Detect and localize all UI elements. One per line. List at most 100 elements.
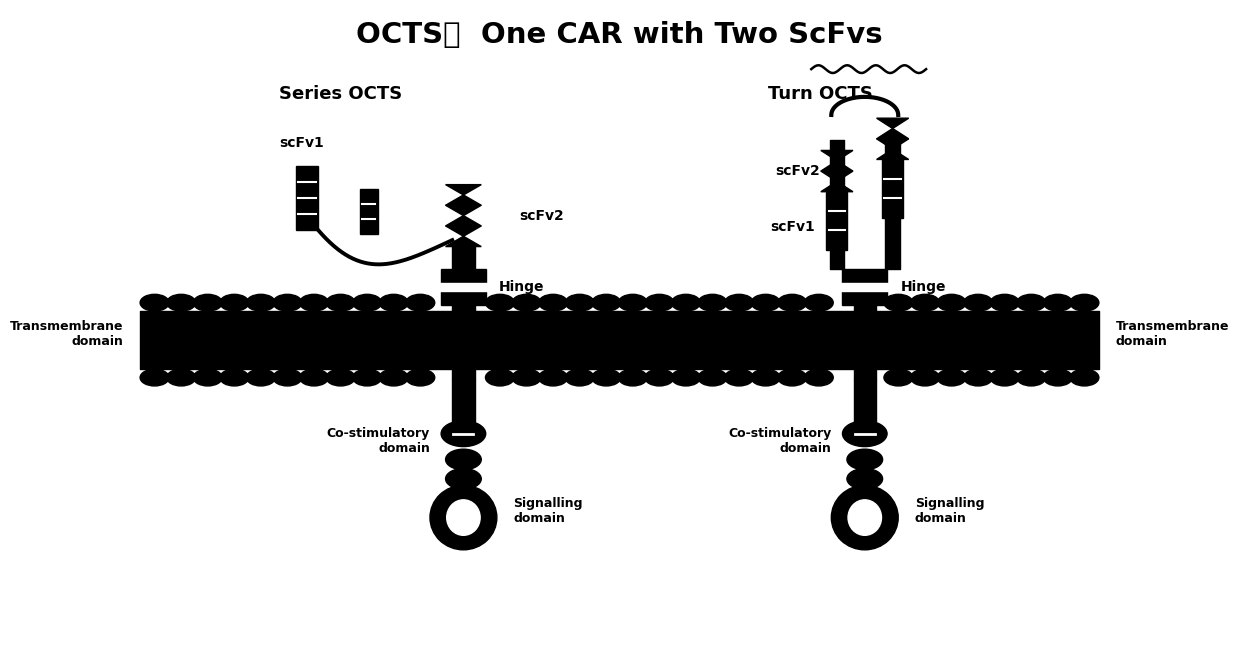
Circle shape <box>167 369 196 386</box>
Circle shape <box>672 294 700 311</box>
Circle shape <box>592 294 621 311</box>
FancyBboxPatch shape <box>882 159 903 218</box>
Circle shape <box>698 369 727 386</box>
Ellipse shape <box>447 500 481 535</box>
Text: Hinge: Hinge <box>499 280 545 294</box>
Polygon shape <box>446 195 481 205</box>
Text: Signalling
domain: Signalling domain <box>514 497 584 525</box>
Circle shape <box>644 369 674 386</box>
Circle shape <box>247 294 275 311</box>
Circle shape <box>486 369 514 386</box>
Circle shape <box>247 369 275 386</box>
Polygon shape <box>876 139 908 149</box>
Text: Transmembrane
domain: Transmembrane domain <box>1115 319 1229 348</box>
Circle shape <box>990 294 1020 311</box>
Text: scFv1: scFv1 <box>279 136 325 150</box>
Circle shape <box>937 369 966 386</box>
Circle shape <box>539 369 567 386</box>
Circle shape <box>911 369 939 386</box>
Circle shape <box>751 369 781 386</box>
Ellipse shape <box>847 500 881 535</box>
Circle shape <box>618 294 647 311</box>
Polygon shape <box>821 150 852 161</box>
Circle shape <box>1017 294 1046 311</box>
Circle shape <box>326 369 356 386</box>
Polygon shape <box>821 171 852 181</box>
Circle shape <box>937 294 966 311</box>
Circle shape <box>843 421 887 446</box>
Circle shape <box>379 294 408 311</box>
FancyBboxPatch shape <box>296 166 318 231</box>
Circle shape <box>326 294 356 311</box>
Circle shape <box>405 294 435 311</box>
Ellipse shape <box>831 485 898 550</box>
Circle shape <box>883 294 913 311</box>
Circle shape <box>273 294 302 311</box>
Circle shape <box>193 369 222 386</box>
Circle shape <box>167 294 196 311</box>
Circle shape <box>512 294 541 311</box>
Polygon shape <box>876 149 908 159</box>
Circle shape <box>804 369 834 386</box>
Circle shape <box>964 369 992 386</box>
Circle shape <box>618 369 647 386</box>
Text: Transmembrane
domain: Transmembrane domain <box>10 319 124 348</box>
Circle shape <box>1070 369 1099 386</box>
Circle shape <box>300 294 328 311</box>
Circle shape <box>140 294 169 311</box>
Circle shape <box>486 294 514 311</box>
Circle shape <box>446 449 481 470</box>
Circle shape <box>565 369 595 386</box>
Text: scFv2: scFv2 <box>519 209 564 223</box>
Text: Signalling
domain: Signalling domain <box>914 497 985 525</box>
Circle shape <box>751 294 781 311</box>
Circle shape <box>539 294 567 311</box>
Text: Co-stimulatory
domain: Co-stimulatory domain <box>729 427 831 456</box>
Circle shape <box>219 369 249 386</box>
Text: Series OCTS: Series OCTS <box>279 86 403 103</box>
Circle shape <box>219 294 249 311</box>
Circle shape <box>644 294 674 311</box>
Circle shape <box>1043 294 1072 311</box>
Polygon shape <box>446 205 481 216</box>
FancyBboxPatch shape <box>826 192 847 249</box>
FancyBboxPatch shape <box>843 269 887 305</box>
Circle shape <box>883 369 913 386</box>
Circle shape <box>441 421 486 446</box>
Circle shape <box>300 369 328 386</box>
Circle shape <box>964 294 992 311</box>
Circle shape <box>804 294 834 311</box>
Circle shape <box>592 369 621 386</box>
Polygon shape <box>876 118 908 128</box>
Circle shape <box>405 369 435 386</box>
Polygon shape <box>876 128 908 139</box>
Text: Turn OCTS: Turn OCTS <box>768 86 872 103</box>
Circle shape <box>512 369 541 386</box>
Circle shape <box>140 369 169 386</box>
Polygon shape <box>821 161 852 171</box>
Polygon shape <box>446 216 481 226</box>
Circle shape <box>379 369 408 386</box>
Circle shape <box>990 369 1020 386</box>
Circle shape <box>725 369 753 386</box>
Circle shape <box>1043 369 1072 386</box>
Polygon shape <box>446 226 481 237</box>
Text: scFv1: scFv1 <box>769 220 814 233</box>
Circle shape <box>1017 369 1046 386</box>
Circle shape <box>847 469 882 489</box>
Text: Hinge: Hinge <box>901 280 945 294</box>
Circle shape <box>672 369 700 386</box>
Circle shape <box>698 294 727 311</box>
Text: scFv2: scFv2 <box>776 164 820 178</box>
Text: OCTS：  One CAR with Two ScFvs: OCTS： One CAR with Two ScFvs <box>356 21 883 49</box>
Circle shape <box>778 369 807 386</box>
Circle shape <box>847 449 882 470</box>
Circle shape <box>353 369 382 386</box>
Ellipse shape <box>430 485 497 550</box>
Circle shape <box>1070 294 1099 311</box>
Polygon shape <box>821 181 852 192</box>
FancyBboxPatch shape <box>359 189 378 234</box>
Circle shape <box>911 294 939 311</box>
Circle shape <box>725 294 753 311</box>
Polygon shape <box>446 185 481 195</box>
